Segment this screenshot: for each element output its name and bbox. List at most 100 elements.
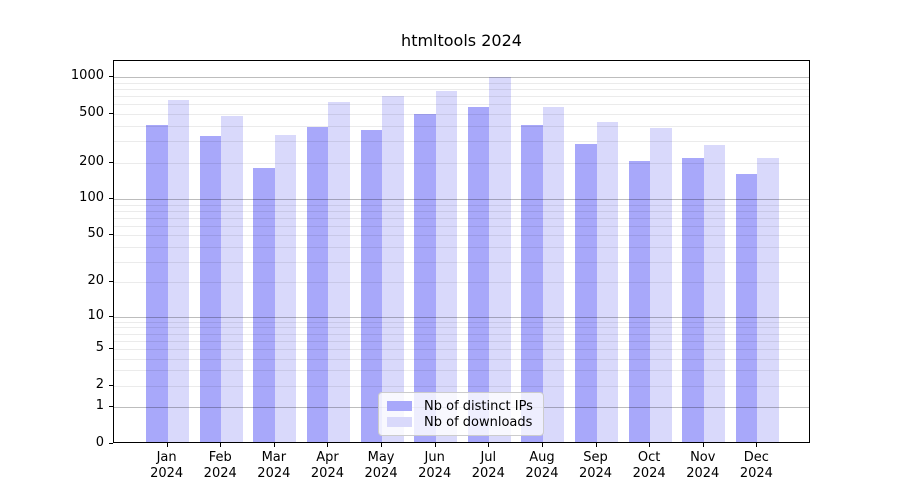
- x-tick-mark: [273, 443, 275, 447]
- grid-minor-line: [114, 261, 809, 263]
- bar-downloads-sep: [596, 121, 618, 442]
- legend: Nb of distinct IPs Nb of downloads: [378, 392, 544, 436]
- y-tick-label: 1: [95, 398, 104, 414]
- grid-minor-line: [114, 125, 809, 127]
- x-tick-label-aug: Aug 2024: [525, 450, 559, 481]
- bar-downloads-jun: [435, 90, 458, 442]
- bar-distinct-ips-aug: [521, 125, 543, 442]
- x-tick-mark: [434, 443, 436, 447]
- x-tick-mark: [327, 443, 329, 447]
- grid-minor-line: [114, 82, 809, 84]
- chart-title: htmltools 2024: [401, 31, 522, 50]
- bar-downloads-may: [382, 95, 404, 442]
- grid-minor-line: [114, 114, 809, 116]
- bar-distinct-ips-sep: [575, 143, 597, 442]
- grid-minor-line: [114, 210, 809, 212]
- x-tick-mark: [541, 443, 543, 447]
- legend-swatch-distinct-ips: [387, 401, 412, 411]
- grid-minor-line: [114, 141, 809, 143]
- y-tick-label: 50: [87, 226, 104, 242]
- x-tick-label-oct: Oct 2024: [632, 450, 666, 481]
- x-tick-mark: [756, 443, 758, 447]
- x-tick-label-dec: Dec 2024: [739, 450, 773, 481]
- x-tick-mark: [381, 443, 383, 447]
- grid-minor-line: [114, 246, 809, 248]
- grid-minor-line: [114, 217, 809, 219]
- bar-downloads-oct: [650, 127, 672, 442]
- grid-minor-line: [114, 348, 809, 350]
- grid-major-line: [114, 199, 809, 201]
- grid-minor-line: [114, 225, 809, 227]
- grid-major-line: [114, 77, 809, 79]
- y-tick-label: 1000: [70, 68, 104, 84]
- grid-minor-line: [114, 370, 809, 372]
- legend-entry-distinct-ips: Nb of distinct IPs: [387, 398, 535, 414]
- grid-minor-line: [114, 104, 809, 106]
- x-tick-mark: [166, 443, 168, 447]
- y-tick-mark: [109, 76, 113, 78]
- x-tick-label-apr: Apr 2024: [310, 450, 344, 481]
- x-tick-label-jul: Jul 2024: [471, 450, 505, 481]
- grid-minor-line: [114, 235, 809, 237]
- bar-distinct-ips-feb: [199, 135, 222, 442]
- bar-downloads-dec: [757, 157, 779, 442]
- y-tick-mark: [109, 406, 113, 408]
- y-tick-mark: [109, 347, 113, 349]
- plot-area: [113, 60, 810, 443]
- y-tick-mark: [109, 234, 113, 236]
- y-tick-label: 2: [95, 376, 104, 392]
- bar-distinct-ips-jun: [414, 113, 436, 442]
- x-tick-label-jun: Jun 2024: [418, 450, 452, 481]
- grid-minor-line: [114, 321, 809, 323]
- bar-distinct-ips-may: [360, 130, 383, 442]
- bar-distinct-ips-oct: [628, 160, 651, 442]
- grid-minor-line: [114, 385, 809, 387]
- x-tick-label-nov: Nov 2024: [686, 450, 720, 481]
- bar-downloads-jul: [489, 76, 511, 442]
- legend-entry-downloads: Nb of downloads: [387, 414, 535, 430]
- bar-distinct-ips-jul: [467, 106, 490, 442]
- y-tick-label: 500: [79, 105, 104, 121]
- y-tick-mark: [109, 198, 113, 200]
- legend-label-downloads: Nb of downloads: [424, 414, 533, 430]
- y-tick-label: 20: [87, 273, 104, 289]
- grid-minor-line: [114, 282, 809, 284]
- x-tick-label-may: May 2024: [364, 450, 398, 481]
- bar-distinct-ips-jan: [146, 125, 168, 442]
- bar-distinct-ips-apr: [307, 127, 329, 442]
- bar-downloads-aug: [542, 106, 565, 442]
- legend-swatch-downloads: [387, 417, 412, 427]
- x-tick-mark: [702, 443, 704, 447]
- y-tick-mark: [109, 315, 113, 317]
- grid-major-line: [114, 316, 809, 318]
- y-tick-mark: [109, 113, 113, 115]
- grid-minor-line: [114, 333, 809, 335]
- bar-downloads-nov: [703, 144, 726, 442]
- y-tick-label: 100: [79, 190, 104, 206]
- x-tick-mark: [488, 443, 490, 447]
- x-tick-label-jan: Jan 2024: [150, 450, 184, 481]
- bar-downloads-feb: [221, 115, 243, 442]
- x-tick-label-sep: Sep 2024: [578, 450, 613, 481]
- y-tick-label: 5: [95, 339, 104, 355]
- bar-distinct-ips-dec: [735, 173, 758, 442]
- grid-minor-line: [114, 327, 809, 329]
- x-tick-mark: [220, 443, 222, 447]
- y-tick-label: 200: [79, 153, 104, 169]
- bar-downloads-jan: [167, 99, 190, 442]
- x-tick-label-feb: Feb 2024: [203, 450, 237, 481]
- grid-minor-line: [114, 89, 809, 91]
- bar-downloads-apr: [328, 101, 350, 442]
- y-tick-mark: [109, 443, 113, 444]
- bar-distinct-ips-mar: [253, 167, 275, 442]
- y-tick-label: 0: [95, 435, 104, 450]
- bar-downloads-mar: [274, 134, 297, 442]
- y-tick-mark: [109, 281, 113, 283]
- y-tick-mark: [109, 161, 113, 163]
- x-tick-mark: [595, 443, 597, 447]
- grid-minor-line: [114, 204, 809, 206]
- grid-minor-line: [114, 96, 809, 98]
- legend-label-distinct-ips: Nb of distinct IPs: [424, 398, 533, 414]
- x-tick-mark: [649, 443, 651, 447]
